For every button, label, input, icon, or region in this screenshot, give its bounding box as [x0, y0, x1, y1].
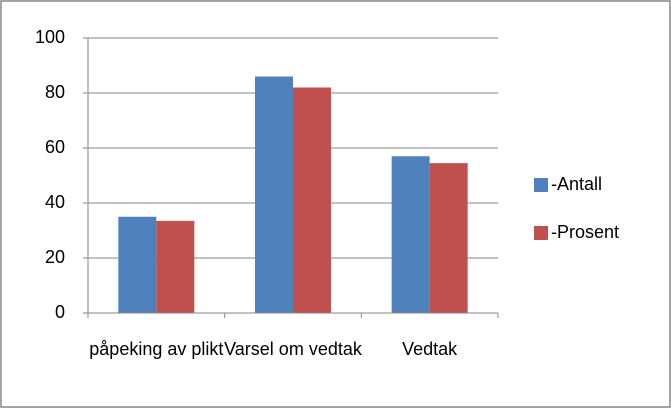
x-tick-label: påpeking av plikt	[89, 339, 224, 359]
y-tick-label: 0	[55, 302, 65, 322]
legend-label: -Antall	[551, 174, 602, 194]
bar	[391, 156, 430, 313]
y-tick-label: 80	[45, 82, 65, 102]
y-tick-label: 20	[45, 247, 65, 267]
bar	[118, 216, 157, 313]
legend-label: -Prosent	[551, 222, 619, 242]
bar	[255, 76, 293, 313]
bar	[156, 220, 195, 313]
y-tick-label: 100	[35, 27, 65, 47]
bar	[293, 87, 331, 313]
y-tick-label: 40	[45, 192, 65, 212]
legend-swatch	[534, 178, 548, 192]
x-tick-label: Vedtak	[402, 339, 458, 359]
bar	[429, 163, 468, 313]
x-tick-label: Varsel om vedtak	[224, 339, 362, 359]
legend-swatch	[534, 226, 548, 240]
y-tick-label: 60	[45, 137, 65, 157]
